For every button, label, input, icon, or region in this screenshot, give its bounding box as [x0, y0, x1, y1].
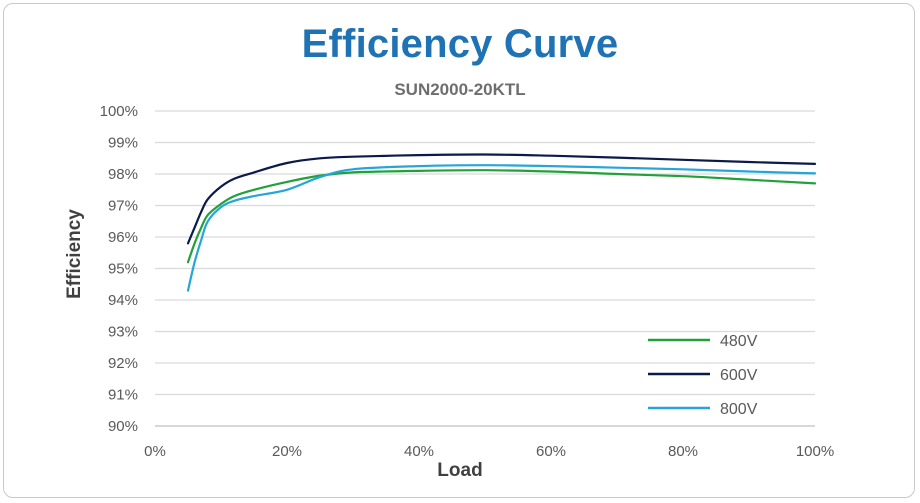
y-tick-label: 91% — [108, 387, 138, 404]
y-tick-label: 100% — [100, 103, 138, 120]
y-tick-label: 90% — [108, 418, 138, 435]
legend-label-800V: 800V — [720, 401, 758, 418]
chart-title: Efficiency Curve — [301, 22, 619, 66]
series-line-800V — [186, 164, 817, 292]
chart-subtitle: SUN2000-20KTL — [394, 80, 526, 99]
x-tick-label: 80% — [668, 443, 698, 460]
y-tick-label: 92% — [108, 355, 138, 372]
chart-frame — [3, 3, 915, 498]
series-line-600V — [186, 153, 817, 245]
y-tick-label: 94% — [108, 292, 138, 309]
y-tick-label: 99% — [108, 135, 138, 152]
x-tick-label: 40% — [404, 443, 434, 460]
x-tick-label: 0% — [144, 443, 166, 460]
y-tick-label: 95% — [108, 261, 138, 278]
x-tick-label: 20% — [272, 443, 302, 460]
y-tick-label: 98% — [108, 166, 138, 183]
y-tick-label: 96% — [108, 229, 138, 246]
series-line-480V — [186, 169, 817, 264]
x-axis-label: Load — [437, 460, 483, 481]
y-tick-label: 93% — [108, 324, 138, 341]
y-tick-label: 97% — [108, 198, 138, 215]
x-tick-label: 100% — [796, 443, 834, 460]
legend-label-480V: 480V — [720, 333, 758, 350]
legend-label-600V: 600V — [720, 367, 758, 384]
x-tick-label: 60% — [536, 443, 566, 460]
